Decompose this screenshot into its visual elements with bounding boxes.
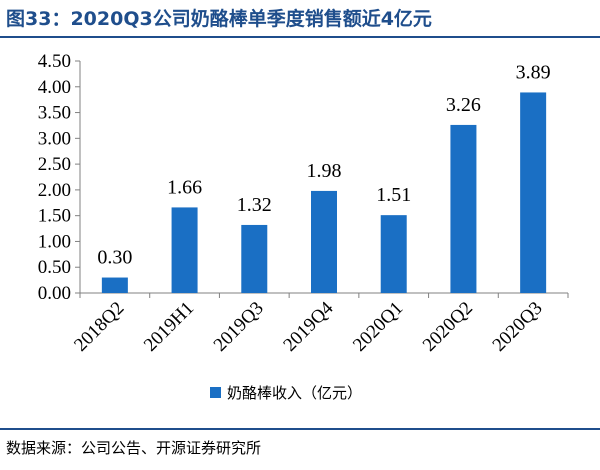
x-tick-label-2019H1: 2019H1 — [140, 298, 198, 356]
y-tick-label: 1.50 — [38, 206, 71, 227]
data-label-2018Q2: 0.30 — [97, 247, 132, 269]
bar-2019H1 — [171, 207, 198, 293]
data-label-2019Q3: 1.32 — [237, 194, 272, 216]
y-tick-label: 2.50 — [38, 154, 71, 175]
x-axis-ticks: 2018Q2 2019H1 2019Q3 2019Q4 2020Q1 2020Q2 2020… — [70, 293, 569, 356]
bar-2020Q2 — [450, 124, 477, 293]
bar-2020Q3 — [520, 92, 547, 294]
bar-2019Q3 — [241, 224, 268, 293]
y-tick-label: 1.00 — [38, 231, 71, 252]
chart-legend: 奶酪棒收入（亿元） — [210, 384, 362, 402]
legend-label: 奶酪棒收入（亿元） — [227, 384, 362, 402]
legend-swatch — [210, 387, 221, 398]
data-label-2020Q2: 3.26 — [446, 94, 481, 116]
x-tick-label-2019Q4: 2019Q4 — [279, 297, 337, 355]
y-tick-label: 3.00 — [38, 128, 71, 149]
x-tick-label-2020Q1: 2020Q1 — [349, 298, 407, 356]
bar-series — [101, 92, 547, 294]
x-tick-label-2018Q2: 2018Q2 — [70, 298, 128, 356]
x-tick-label-2020Q3: 2020Q3 — [489, 298, 547, 356]
data-label-2019H1: 1.66 — [167, 176, 202, 198]
data-label-2020Q1: 1.51 — [376, 184, 411, 206]
y-tick-label: 2.00 — [38, 180, 71, 201]
data-labels: 0.30 1.66 1.32 1.98 1.51 3.26 3.89 — [97, 61, 550, 268]
y-tick-label: 4.50 — [38, 51, 71, 72]
footer-divider — [0, 428, 600, 430]
bar-2018Q2 — [101, 277, 128, 293]
bar-2019Q4 — [311, 190, 337, 293]
y-tick-label: 0.00 — [38, 283, 71, 304]
data-label-2020Q3: 3.89 — [516, 61, 551, 83]
data-label-2019Q4: 1.98 — [307, 160, 342, 182]
y-tick-label: 3.50 — [38, 103, 71, 124]
bar-2020Q1 — [380, 215, 407, 293]
y-tick-label: 0.50 — [38, 257, 71, 278]
x-tick-label-2020Q2: 2020Q2 — [419, 298, 477, 356]
bar-chart: 0.00 0.50 1.00 1.50 2.00 2.50 3.00 3.50 4.00 4.50… — [38, 51, 569, 402]
source-note: 数据来源：公司公告、开源证券研究所 — [6, 439, 262, 457]
y-tick-label: 4.00 — [38, 77, 71, 98]
chart-title: 图33：2020Q3公司奶酪棒单季度销售额近4亿元 — [6, 8, 432, 30]
y-axis-ticks: 0.00 0.50 1.00 1.50 2.00 2.50 3.00 3.50 4.00 4.50 — [38, 51, 80, 304]
x-tick-label-2019Q3: 2019Q3 — [210, 298, 268, 356]
title-divider — [0, 36, 600, 38]
